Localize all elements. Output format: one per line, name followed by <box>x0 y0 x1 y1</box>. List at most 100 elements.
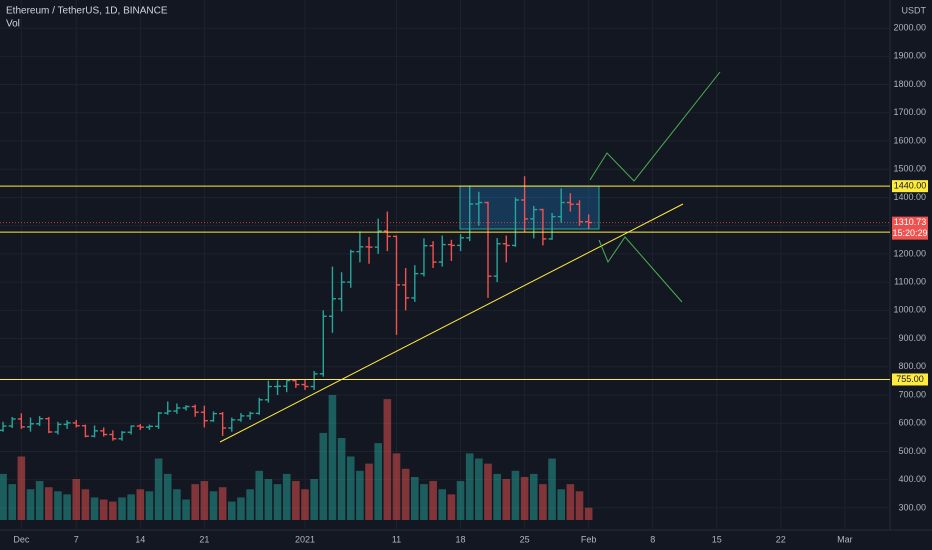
volume-bar <box>209 491 218 520</box>
volume-bar <box>456 481 465 520</box>
volume-bar <box>511 470 520 520</box>
volume-bar <box>566 484 575 520</box>
last-price-tag <box>892 216 928 240</box>
volume-bar <box>35 481 44 520</box>
volume-bar <box>292 481 300 520</box>
volume-bar <box>529 473 538 520</box>
volume-bar <box>520 476 529 520</box>
x-tick-label: 7 <box>74 534 79 544</box>
volume-bar <box>548 458 556 520</box>
volume-bar <box>310 479 318 520</box>
y-tick-label: 1400.00 <box>893 192 926 202</box>
y-tick-label: 900.00 <box>898 333 926 343</box>
volume-bar <box>401 468 410 520</box>
volume-bar <box>584 507 593 520</box>
y-tick-label: 500.00 <box>898 446 926 456</box>
volume-bar <box>447 494 456 520</box>
volume-bar <box>319 432 328 520</box>
indicator-label: Vol <box>6 19 20 30</box>
y-tick-label: 2000.00 <box>893 22 926 32</box>
volume-bar <box>228 501 236 520</box>
volume-bar <box>465 453 474 520</box>
volume-bar <box>118 497 126 520</box>
x-tick-label: 2021 <box>295 534 315 544</box>
volume-bar <box>420 484 428 520</box>
volume-bar <box>26 489 35 520</box>
volume-bar <box>163 473 172 520</box>
volume-bar <box>365 463 373 520</box>
level-label: 1440.00 <box>894 181 927 191</box>
volume-bar <box>429 481 437 520</box>
x-tick-label: 8 <box>650 534 655 544</box>
y-tick-label: 1900.00 <box>893 51 926 61</box>
volume-bar <box>182 499 190 520</box>
y-tick-label: 600.00 <box>898 418 926 428</box>
x-tick-label: Mar <box>837 534 853 544</box>
level-tag <box>892 180 928 193</box>
volume-bar <box>99 499 108 520</box>
volume-bar <box>575 491 584 520</box>
x-tick-label: Feb <box>581 534 597 544</box>
volume-bar <box>346 456 355 520</box>
countdown-label: 15:20:29 <box>892 228 927 238</box>
volume-bar <box>502 479 511 520</box>
range-box <box>459 185 600 230</box>
volume-bar <box>200 481 209 520</box>
chart-title: Ethereum / TetherUS, 1D, BINANCE <box>6 6 168 17</box>
volume-bar <box>173 489 181 520</box>
volume-bar <box>255 470 264 520</box>
volume-bar <box>237 497 245 520</box>
volume-bar <box>63 494 71 520</box>
y-tick-label: 800.00 <box>898 361 926 371</box>
volume-bar <box>127 494 135 520</box>
y-tick-label: 1100.00 <box>894 276 926 286</box>
volume-bar <box>557 489 565 520</box>
volume-bar <box>392 453 401 520</box>
volume-bar <box>45 487 53 520</box>
volume-bar <box>484 463 492 520</box>
x-tick-label: Dec <box>13 534 30 544</box>
plot <box>0 0 890 530</box>
volume-bar <box>81 489 90 520</box>
y-tick-label: 400.00 <box>898 474 926 484</box>
volume-bar <box>72 479 81 520</box>
volume-bar <box>8 484 16 520</box>
x-tick-label: 22 <box>776 534 786 544</box>
y-tick-label: 1500.00 <box>893 164 926 174</box>
volume-bar <box>0 473 7 520</box>
volume-bar <box>328 395 337 520</box>
volume-bar <box>273 484 282 520</box>
volume-bar <box>90 497 99 520</box>
volume-bar <box>438 489 447 520</box>
volume-bar <box>17 456 26 520</box>
volume-bar <box>264 479 273 520</box>
y-tick-label: 300.00 <box>898 502 926 512</box>
x-tick-label: 15 <box>712 534 722 544</box>
y-tick-label: 1000.00 <box>893 305 926 315</box>
volume-bar <box>145 491 154 520</box>
volume-bar <box>356 470 364 520</box>
last-price-label: 1310.73 <box>894 217 927 227</box>
volume-bar <box>136 489 145 520</box>
volume-bar <box>54 491 62 520</box>
currency-label: USDT <box>902 5 927 15</box>
volume-bar <box>475 458 483 520</box>
y-tick-label: 1800.00 <box>893 79 926 89</box>
x-tick-label: 14 <box>135 534 145 544</box>
volume-bar <box>154 458 163 520</box>
trend-line <box>219 203 684 443</box>
volume-bar <box>337 438 346 520</box>
x-tick-label: 11 <box>392 534 401 544</box>
x-tick-label: 21 <box>199 534 209 544</box>
y-tick-label: 1200.00 <box>893 248 926 258</box>
volume-bar <box>246 489 254 520</box>
x-tick-label: 25 <box>520 534 530 544</box>
y-tick-label: 1600.00 <box>893 135 926 145</box>
volume-bar <box>109 501 117 520</box>
volume-bar <box>411 476 419 520</box>
level-tag <box>892 373 928 386</box>
volume-bar <box>374 443 382 520</box>
bear-arrow <box>598 236 683 303</box>
volume-bar <box>282 473 291 520</box>
